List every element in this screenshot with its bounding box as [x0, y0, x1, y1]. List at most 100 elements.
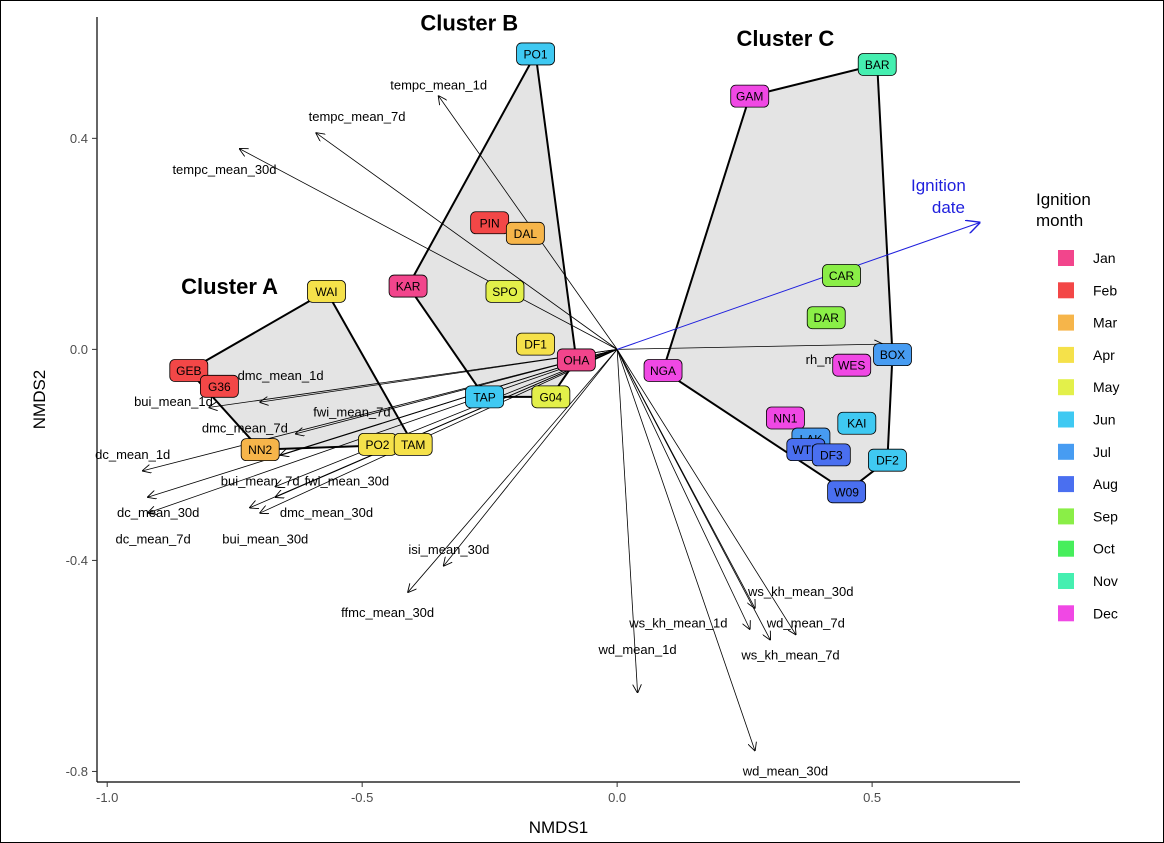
site-point-tap: TAP — [465, 385, 504, 409]
site-box-11 — [873, 343, 912, 367]
vector-arrow-19 — [616, 349, 795, 634]
site-point-dal: DAL — [505, 221, 545, 245]
site-label-4: DAL — [514, 227, 538, 241]
vector-arrow-1 — [316, 133, 618, 350]
vector-arrow-14 — [444, 349, 618, 565]
y-tick-label-1: -0.4 — [66, 553, 88, 568]
vector-arrow-2 — [240, 149, 618, 350]
legend-label-apr: Apr — [1093, 347, 1115, 363]
site-box-19 — [766, 406, 805, 430]
legend-title: Ignition month — [1036, 190, 1091, 230]
legend-swatch-jun — [1058, 411, 1074, 428]
site-label-15: GEB — [176, 364, 201, 378]
vector-arrow-22 — [616, 349, 755, 750]
legend-swatch-feb — [1058, 282, 1074, 299]
vector-label-12: dc_mean_7d — [116, 531, 191, 546]
legend-swatch-jan — [1058, 250, 1074, 266]
vector-label-5: fwi_mean_7d — [313, 405, 390, 420]
vector-label-3: dmc_mean_1d — [238, 368, 324, 383]
site-label-23: DF3 — [820, 448, 843, 462]
site-point-bar: BAR — [857, 53, 897, 76]
axes: -1.0 -0.5 0.0 0.5 -0.8 -0.4 0.0 0.4 NMDS1 NMDS2 — [30, 17, 1020, 837]
site-box-17 — [465, 385, 504, 409]
vector-arrow-10 — [148, 348, 618, 497]
vector-label-14: isi_mean_30d — [408, 542, 489, 557]
site-point-oha: OHA — [556, 348, 596, 372]
vector-label-19: wd_mean_7d — [766, 616, 845, 631]
site-box-4 — [505, 221, 545, 245]
site-box-27 — [240, 438, 280, 462]
site-point-w09: W09 — [827, 480, 867, 504]
ignition-date-label-line-1: date — [932, 198, 965, 217]
vector-label-9: fwi_mean_30d — [305, 473, 390, 488]
site-label-18: G04 — [540, 390, 563, 404]
legend-label-oct: Oct — [1093, 541, 1115, 557]
x-tick-label-2: 0.0 — [608, 790, 626, 805]
legend-label-jul: Jul — [1093, 444, 1111, 460]
vector-arrow-9 — [275, 349, 618, 486]
vector-label-21: wd_mean_1d — [598, 642, 677, 657]
legend-swatch-oct — [1058, 540, 1074, 557]
site-label-6: WAI — [315, 285, 337, 299]
site-label-5: CAR — [829, 269, 855, 283]
site-label-17: TAP — [473, 390, 495, 404]
y-tick-label-3: 0.4 — [70, 131, 88, 146]
site-label-28: W09 — [834, 485, 859, 499]
vector-arrow-18 — [616, 349, 750, 629]
legend-label-nov: Nov — [1093, 573, 1118, 589]
vector-arrow-12 — [148, 349, 618, 513]
site-point-spo: SPO — [485, 279, 525, 303]
site-box-13 — [832, 353, 872, 377]
vector-label-17: ws_kh_mean_30d — [747, 584, 854, 599]
site-label-0: PO1 — [524, 47, 548, 61]
site-point-po2: PO2 — [358, 432, 397, 456]
vector-label-18: ws_kh_mean_1d — [628, 616, 727, 631]
site-box-10 — [516, 332, 555, 356]
vector-label-20: ws_kh_mean_7d — [740, 647, 839, 662]
site-label-8: SPO — [492, 285, 517, 299]
site-label-7: KAR — [396, 280, 421, 294]
site-label-10: DF1 — [524, 338, 547, 352]
legend-swatch-may — [1058, 379, 1074, 396]
site-box-24 — [868, 448, 907, 472]
legend-label-jan: Jan — [1093, 250, 1116, 266]
site-label-20: KAI — [847, 417, 866, 431]
site-box-12 — [556, 348, 596, 372]
cluster-label-2: Cluster C — [737, 26, 835, 51]
legend-label-feb: Feb — [1093, 282, 1117, 298]
site-box-5 — [822, 264, 861, 287]
site-box-2 — [730, 84, 770, 108]
site-point-pin: PIN — [470, 211, 510, 235]
site-point-g04: G04 — [531, 385, 571, 409]
legend-swatch-sep — [1058, 508, 1074, 525]
site-label-25: PO2 — [365, 438, 389, 452]
site-point-kai: KAI — [837, 411, 877, 435]
vector-label-1: tempc_mean_7d — [309, 109, 406, 124]
vector-arrow-21 — [616, 349, 637, 692]
vector-label-4: bui_mean_1d — [134, 394, 213, 409]
vector-arrow-11 — [250, 349, 618, 507]
vector-arrow-7 — [143, 348, 618, 470]
x-tick-label-3: 0.5 — [863, 790, 881, 805]
legend: Ignition month Jan Feb Mar Apr May Jun Jul Aug Sep… — [1036, 190, 1119, 622]
vector-label-8: bui_mean_7d — [221, 473, 300, 488]
legend-swatch-dec — [1058, 605, 1074, 622]
vector-label-11: dmc_mean_30d — [280, 505, 373, 520]
site-point-kar: KAR — [388, 274, 428, 298]
site-label-2: GAM — [736, 90, 763, 104]
site-box-26 — [393, 432, 433, 456]
site-label-14: NGA — [650, 364, 676, 378]
site-label-13: WES — [838, 359, 865, 373]
vector-label-13: bui_mean_30d — [222, 531, 308, 546]
legend-label-sep: Sep — [1093, 508, 1118, 524]
site-box-28 — [827, 480, 867, 504]
vector-label-6: dmc_mean_7d — [202, 421, 288, 436]
site-point-g36: G36 — [199, 374, 239, 398]
x-axis-title: NMDS1 — [529, 818, 589, 837]
vector-label-7: dc_mean_1d — [95, 447, 170, 462]
site-point-geb: GEB — [169, 359, 209, 382]
ignition-date-label: Ignition date — [911, 176, 966, 217]
env-vectors: tempc_mean_1d tempc_mean_7d tempc_mean_30d… — [95, 78, 979, 778]
legend-label-may: May — [1093, 379, 1119, 395]
